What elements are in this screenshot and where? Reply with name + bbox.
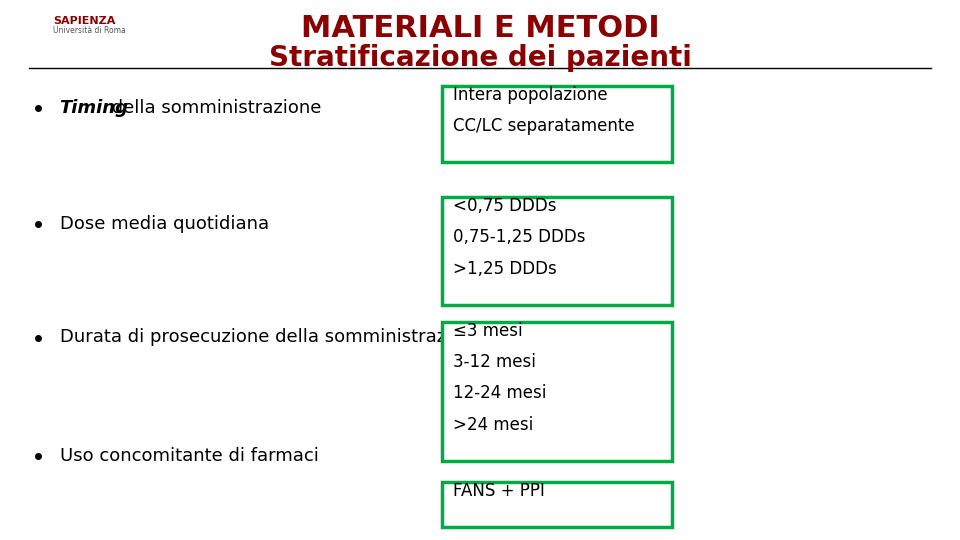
Text: MATERIALI E METODI: MATERIALI E METODI xyxy=(300,14,660,43)
Text: ≤3 mesi: ≤3 mesi xyxy=(453,322,523,340)
Text: 12-24 mesi: 12-24 mesi xyxy=(453,384,546,402)
Text: >24 mesi: >24 mesi xyxy=(453,416,534,434)
Text: della somministrazione: della somministrazione xyxy=(106,99,321,117)
Text: 0,75-1,25 DDDs: 0,75-1,25 DDDs xyxy=(453,228,586,246)
FancyBboxPatch shape xyxy=(442,86,672,162)
Text: SAPIENZA: SAPIENZA xyxy=(53,16,115,25)
FancyBboxPatch shape xyxy=(442,197,672,305)
Text: Dose media quotidiana: Dose media quotidiana xyxy=(60,215,269,233)
Text: 3-12 mesi: 3-12 mesi xyxy=(453,353,536,371)
FancyBboxPatch shape xyxy=(442,483,672,527)
Text: Uso concomitante di farmaci: Uso concomitante di farmaci xyxy=(60,447,319,465)
Text: Intera popolazione: Intera popolazione xyxy=(453,86,608,104)
Text: Università di Roma: Università di Roma xyxy=(53,26,126,35)
FancyBboxPatch shape xyxy=(442,322,672,461)
Text: <0,75 DDDs: <0,75 DDDs xyxy=(453,197,557,215)
Text: CC/LC separatamente: CC/LC separatamente xyxy=(453,117,635,135)
Text: Timing: Timing xyxy=(60,99,129,117)
Text: FANS + PPI: FANS + PPI xyxy=(453,482,545,500)
Text: >1,25 DDDs: >1,25 DDDs xyxy=(453,260,557,278)
Text: Stratificazione dei pazienti: Stratificazione dei pazienti xyxy=(269,44,691,72)
Text: Durata di prosecuzione della somministrazione: Durata di prosecuzione della somministra… xyxy=(60,328,484,347)
